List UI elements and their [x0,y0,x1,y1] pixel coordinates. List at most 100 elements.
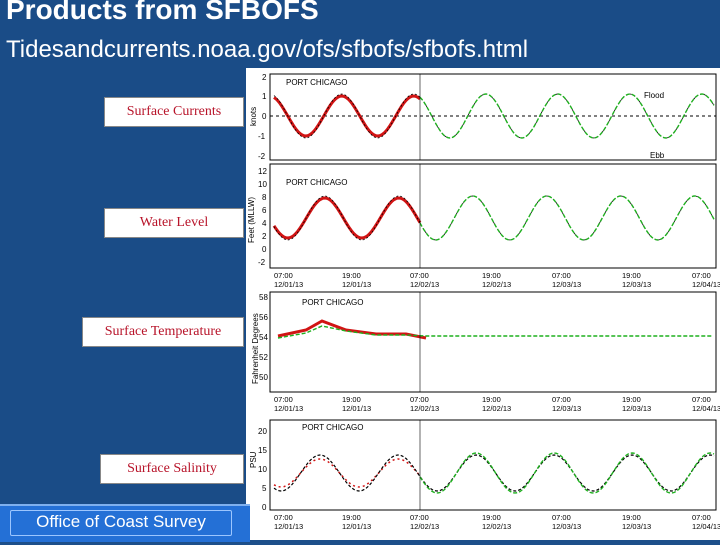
footer-label: Office of Coast Survey [10,510,232,536]
temperature-panel: PORT CHICAGO Fahrenheit Degrees 58 56 54… [251,291,720,413]
time-tick-label: 07:00 [692,271,711,280]
currents-ylabel: knots [249,107,258,126]
time-tick-label: 12/04/13 [692,280,720,289]
currents-frame [269,73,717,161]
water-level-ytick: 10 [258,180,267,189]
time-tick-label: 19:00 [342,513,361,522]
time-tick-label: 12/01/13 [342,522,371,531]
temperature-ytick: 52 [259,353,268,362]
water-level-ytick: 2 [262,232,267,241]
currents-ytick: 2 [262,73,267,82]
currents-ytick: -2 [258,152,266,161]
time-tick-label: 12/02/13 [482,280,511,289]
time-tick-label: 07:00 [552,513,571,522]
time-tick-label: 07:00 [692,513,711,522]
surface-temperature-label: Surface Temperature [82,317,244,347]
time-tick-label: 19:00 [482,271,501,280]
time-tick-label: 19:00 [622,395,641,404]
salinity-ytick: 5 [262,484,267,493]
water-level-panel-title: PORT CHICAGO [286,178,348,187]
water-level-time-ticks: 07:0012/01/1319:0012/01/1307:0012/02/131… [274,271,720,289]
time-tick-label: 07:00 [410,513,429,522]
salinity-ytick: 10 [258,465,267,474]
time-tick-label: 19:00 [622,513,641,522]
currents-ytick: 1 [262,92,267,101]
currents-forecast-line [419,93,715,139]
time-tick-label: 12/03/13 [622,522,651,531]
time-tick-label: 12/01/13 [342,280,371,289]
time-tick-label: 07:00 [552,271,571,280]
currents-ytick: 0 [262,112,267,121]
temperature-frame [269,291,717,393]
time-tick-label: 07:00 [274,395,293,404]
currents-panel: PORT CHICAGO Flood Ebb knots 2 1 0 -1 -2 [249,73,717,161]
slide-title: Products from SFBOFS [6,0,319,25]
surface-salinity-label: Surface Salinity [100,454,244,484]
temperature-ytick: 56 [259,313,268,322]
time-tick-label: 07:00 [410,271,429,280]
salinity-ytick: 0 [262,503,267,512]
time-tick-label: 12/02/13 [410,404,439,413]
time-tick-label: 19:00 [482,513,501,522]
plot-area: PORT CHICAGO Flood Ebb knots 2 1 0 -1 -2… [246,68,720,540]
temperature-ytick: 50 [259,373,268,382]
water-level-ylabel: Feet (MLLW) [247,197,256,243]
time-tick-label: 12/03/13 [622,404,651,413]
time-tick-label: 12/01/13 [274,522,303,531]
time-tick-label: 12/02/13 [410,522,439,531]
salinity-ytick: 20 [258,427,267,436]
time-tick-label: 12/02/13 [482,522,511,531]
salinity-panel: PORT CHICAGO PSU 20 15 10 5 0 07:0012/01… [249,419,720,531]
salinity-ylabel: PSU [249,451,258,468]
salinity-time-ticks: 07:0012/01/1319:0012/01/1307:0012/02/131… [274,513,720,531]
currents-panel-title: PORT CHICAGO [286,78,348,87]
time-tick-label: 19:00 [482,395,501,404]
temperature-panel-title: PORT CHICAGO [302,298,364,307]
water-level-ytick: 12 [258,167,267,176]
salinity-model-line [273,454,715,492]
time-tick-label: 12/04/13 [692,404,720,413]
water-level-ytick: 4 [262,219,267,228]
currents-ebb-label: Ebb [650,151,665,160]
water-level-panel: PORT CHICAGO Feet (MLLW) 12 10 8 6 4 2 0… [247,163,720,289]
salinity-panel-title: PORT CHICAGO [302,423,364,432]
time-tick-label: 12/03/13 [552,280,581,289]
time-tick-label: 07:00 [692,395,711,404]
time-tick-label: 07:00 [274,271,293,280]
salinity-ytick: 15 [258,446,267,455]
time-tick-label: 12/01/13 [342,404,371,413]
temperature-time-ticks: 07:0012/01/1319:0012/01/1307:0012/02/131… [274,395,720,413]
temperature-ytick: 58 [259,293,268,302]
time-tick-label: 12/02/13 [482,404,511,413]
water-level-observed-line [272,196,422,240]
time-tick-label: 07:00 [410,395,429,404]
slide-subtitle: Tidesandcurrents.noaa.gov/ofs/sfbofs/sfb… [6,36,529,63]
surface-currents-label: Surface Currents [104,97,244,127]
time-tick-label: 12/03/13 [552,522,581,531]
time-tick-label: 07:00 [552,395,571,404]
time-tick-label: 19:00 [622,271,641,280]
water-level-ytick: 6 [262,206,267,215]
water-level-ytick: 8 [262,193,267,202]
water-level-label: Water Level [104,208,244,238]
time-tick-label: 12/04/13 [692,522,720,531]
time-tick-label: 19:00 [342,395,361,404]
currents-flood-label: Flood [644,91,664,100]
plot-curves [272,74,715,510]
water-level-ytick: 0 [262,245,267,254]
time-tick-label: 07:00 [274,513,293,522]
water-level-frame [269,163,717,269]
salinity-frame [269,419,717,511]
currents-ytick: -1 [258,132,266,141]
water-level-ytick: -2 [258,258,266,267]
temperature-forecast-line [277,325,712,339]
time-tick-label: 12/03/13 [552,404,581,413]
water-level-forecast-line [419,195,715,241]
time-tick-label: 19:00 [342,271,361,280]
time-tick-label: 12/02/13 [410,280,439,289]
time-tick-label: 12/03/13 [622,280,651,289]
time-tick-label: 12/01/13 [274,280,303,289]
forecast-plots: PORT CHICAGO Flood Ebb knots 2 1 0 -1 -2… [247,73,720,531]
salinity-forecast-line [419,452,715,494]
time-tick-label: 12/01/13 [274,404,303,413]
